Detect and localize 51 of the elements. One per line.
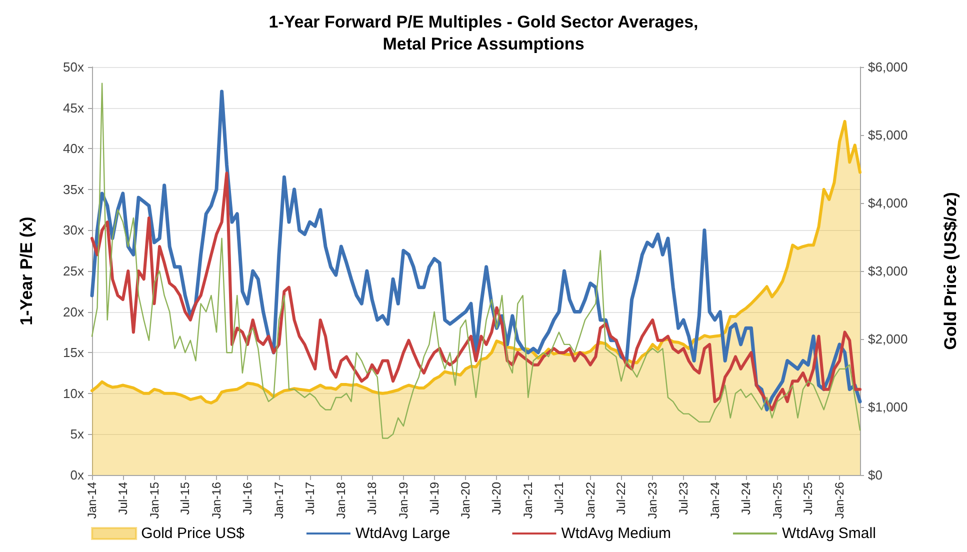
y-axis-title: 1-Year P/E (x) bbox=[17, 216, 36, 326]
x-tick-label: Jul-14 bbox=[116, 482, 130, 515]
line-series bbox=[90, 172, 862, 412]
x-tick-label: Jan-21 bbox=[521, 482, 536, 519]
x-tick-label: Jan-25 bbox=[770, 482, 784, 519]
x-tick-label: Jan-16 bbox=[210, 482, 224, 519]
x-tick-label: Jan-23 bbox=[646, 482, 660, 519]
y-tick-label: 35x bbox=[63, 182, 84, 197]
x-tick-label: Jul-23 bbox=[676, 482, 690, 515]
y-tick-label: 45x bbox=[63, 100, 84, 116]
x-tick-label: Jan-22 bbox=[583, 482, 598, 519]
x-tick-label: Jul-18 bbox=[365, 482, 380, 515]
legend-label: Gold Price US$ bbox=[141, 525, 246, 542]
y2-tick-label: $3,000 bbox=[868, 264, 908, 278]
x-tick-label: Jan-20 bbox=[458, 482, 473, 519]
x-tick-label: Jan-26 bbox=[832, 482, 847, 519]
x-tick-label: Jan-24 bbox=[708, 482, 722, 519]
y-tick-label: 5x bbox=[70, 426, 84, 442]
y2-tick-label: $2,000 bbox=[868, 332, 908, 346]
y2-axis-title: Gold Price (US$/oz) bbox=[941, 192, 960, 350]
x-tick-label: Jan-18 bbox=[334, 482, 348, 519]
x-tick-label: Jan-17 bbox=[272, 482, 286, 519]
x-tick-label: Jul-17 bbox=[302, 482, 317, 515]
x-tick-label: Jul-24 bbox=[738, 482, 753, 515]
y-tick-label: 10x bbox=[63, 386, 84, 401]
y-tick-label: 50x bbox=[63, 60, 84, 74]
y-tick-label: 30x bbox=[63, 222, 84, 238]
x-tick-label: Jul-22 bbox=[614, 482, 628, 515]
legend-label: WtdAvg Medium bbox=[561, 525, 671, 542]
x-tick-label: Jul-19 bbox=[427, 482, 442, 515]
x-tick-label: Jul-21 bbox=[552, 482, 566, 515]
x-tick-label: Jul-25 bbox=[801, 482, 816, 515]
x-tick-label: Jan-14 bbox=[85, 482, 99, 519]
y-tick-label: 20x bbox=[63, 304, 84, 320]
legend-label: WtdAvg Large bbox=[355, 525, 450, 542]
y2-tick-label: $1,000 bbox=[868, 400, 908, 414]
x-tick-label: Jan-15 bbox=[147, 482, 162, 519]
y2-tick-label: $6,000 bbox=[868, 60, 908, 74]
y2-tick-label: $4,000 bbox=[868, 196, 908, 210]
y2-tick-label: $5,000 bbox=[868, 128, 908, 142]
y-tick-label: 15x bbox=[63, 345, 84, 360]
legend-label: WtdAvg Small bbox=[782, 525, 876, 542]
y-tick-label: 0x bbox=[70, 468, 84, 482]
x-tick-label: Jan-19 bbox=[396, 482, 410, 519]
y2-tick-label: $0 bbox=[868, 468, 882, 482]
x-tick-label: Jul-15 bbox=[178, 482, 192, 515]
y-tick-label: 25x bbox=[63, 264, 84, 278]
x-tick-label: Jul-20 bbox=[490, 482, 504, 515]
y-tick-label: 40x bbox=[63, 141, 84, 156]
x-tick-label: Jul-16 bbox=[240, 482, 255, 515]
chart-title: 1-Year Forward P/E Multiples - Gold Sector Averages, Metal Price Assumptions bbox=[268, 12, 698, 54]
